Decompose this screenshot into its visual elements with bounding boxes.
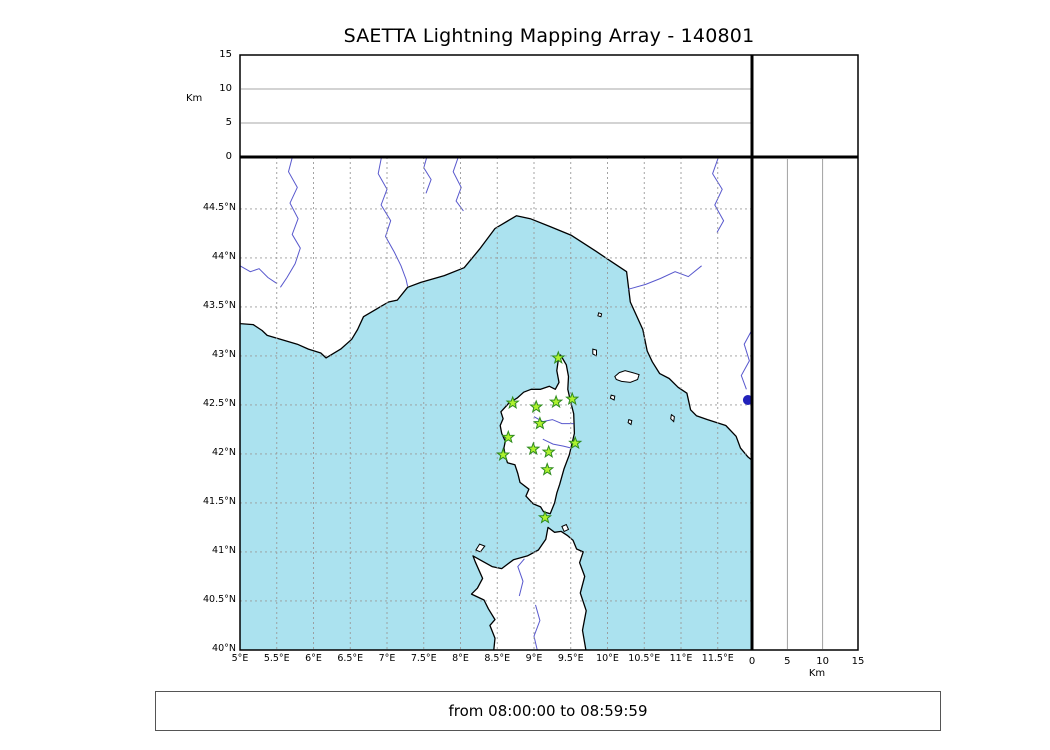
sardinia-coastline — [470, 526, 587, 650]
station-star — [568, 435, 583, 450]
river — [627, 265, 702, 290]
station-star — [541, 444, 556, 458]
map-layer — [240, 157, 752, 650]
lat-tick-label: 41.5°N — [202, 495, 236, 507]
lon-tick-label: 10°E — [596, 653, 619, 664]
station-star — [529, 399, 544, 413]
station-star — [526, 441, 541, 456]
lat-tick-label: 40.5°N — [202, 593, 236, 605]
river — [240, 265, 278, 284]
lat-tick-label: 40°N — [212, 642, 236, 654]
lon-tick-label: 7°E — [378, 653, 396, 664]
river — [740, 328, 752, 390]
lon-tick-label: 8.5°E — [484, 653, 511, 664]
station-star — [532, 416, 547, 430]
lon-tick-label: 5°E — [231, 653, 249, 664]
lake-marker — [742, 395, 752, 405]
lat-tick-label: 43°N — [212, 348, 236, 360]
lat-tick-label: 44°N — [212, 250, 236, 262]
alt-tick-label-top: 15 — [219, 49, 232, 60]
alt-tick-label-right: 0 — [748, 656, 756, 667]
river — [377, 157, 409, 287]
island — [475, 543, 486, 553]
river — [533, 604, 541, 650]
station-star — [505, 395, 520, 409]
alt-tick-label-top: 10 — [219, 83, 232, 94]
lon-tick-label: 10.5°E — [628, 653, 661, 664]
lat-tick-label: 42°N — [212, 446, 236, 458]
island — [670, 413, 675, 423]
lat-tick-label: 43.5°N — [202, 299, 236, 311]
station-star — [501, 429, 516, 444]
figure-title: SAETTA Lightning Mapping Array - 140801 — [343, 25, 755, 47]
station-star — [496, 447, 511, 462]
river — [712, 157, 725, 233]
station-star — [548, 394, 564, 409]
lon-tick-label: 9°E — [525, 653, 543, 664]
mainland-coastline — [240, 157, 752, 462]
river — [452, 157, 464, 212]
lma-plot-canvas — [239, 54, 859, 651]
figure-frame — [239, 54, 859, 651]
alt-tick-label-top: 5 — [225, 117, 232, 128]
lat-tick-label: 42.5°N — [202, 397, 236, 409]
alt-tick-label-right: 10 — [816, 656, 830, 667]
island — [561, 523, 570, 533]
lon-tick-label: 6°E — [305, 653, 322, 664]
alt-tick-label-right: 5 — [784, 656, 791, 667]
lon-tick-label: 8°E — [452, 653, 469, 664]
station-star — [540, 462, 555, 476]
lon-tick-label: 11°E — [669, 653, 693, 664]
lat-tick-label: 44.5°N — [202, 201, 236, 213]
lon-tick-label: 7.5°E — [410, 653, 437, 664]
lat-tick-label: 41°N — [212, 544, 236, 556]
alt-tick-label-top: 0 — [225, 151, 232, 162]
island — [627, 418, 633, 426]
time-window-label: from 08:00:00 to 08:59:59 — [448, 702, 648, 720]
lon-tick-label: 6.5°E — [337, 653, 364, 664]
alt-tick-label-right: 15 — [851, 656, 865, 667]
island — [597, 312, 603, 318]
station-star — [565, 391, 580, 406]
lon-tick-label: 5.5°E — [263, 653, 290, 664]
km-axis-label-top: Km — [186, 93, 203, 104]
river — [423, 157, 432, 194]
km-axis-label-right: Km — [808, 668, 826, 679]
lon-tick-label: 11.5°E — [701, 653, 734, 664]
time-window-box: from 08:00:00 to 08:59:59 — [155, 691, 941, 731]
river — [517, 558, 525, 597]
lon-tick-label: 9.5°E — [557, 653, 584, 664]
island — [609, 394, 616, 401]
station-star — [551, 350, 566, 365]
river — [279, 157, 301, 288]
corsica-coastline — [499, 354, 576, 515]
river — [542, 438, 572, 449]
island — [614, 370, 640, 383]
station-star — [537, 510, 553, 524]
